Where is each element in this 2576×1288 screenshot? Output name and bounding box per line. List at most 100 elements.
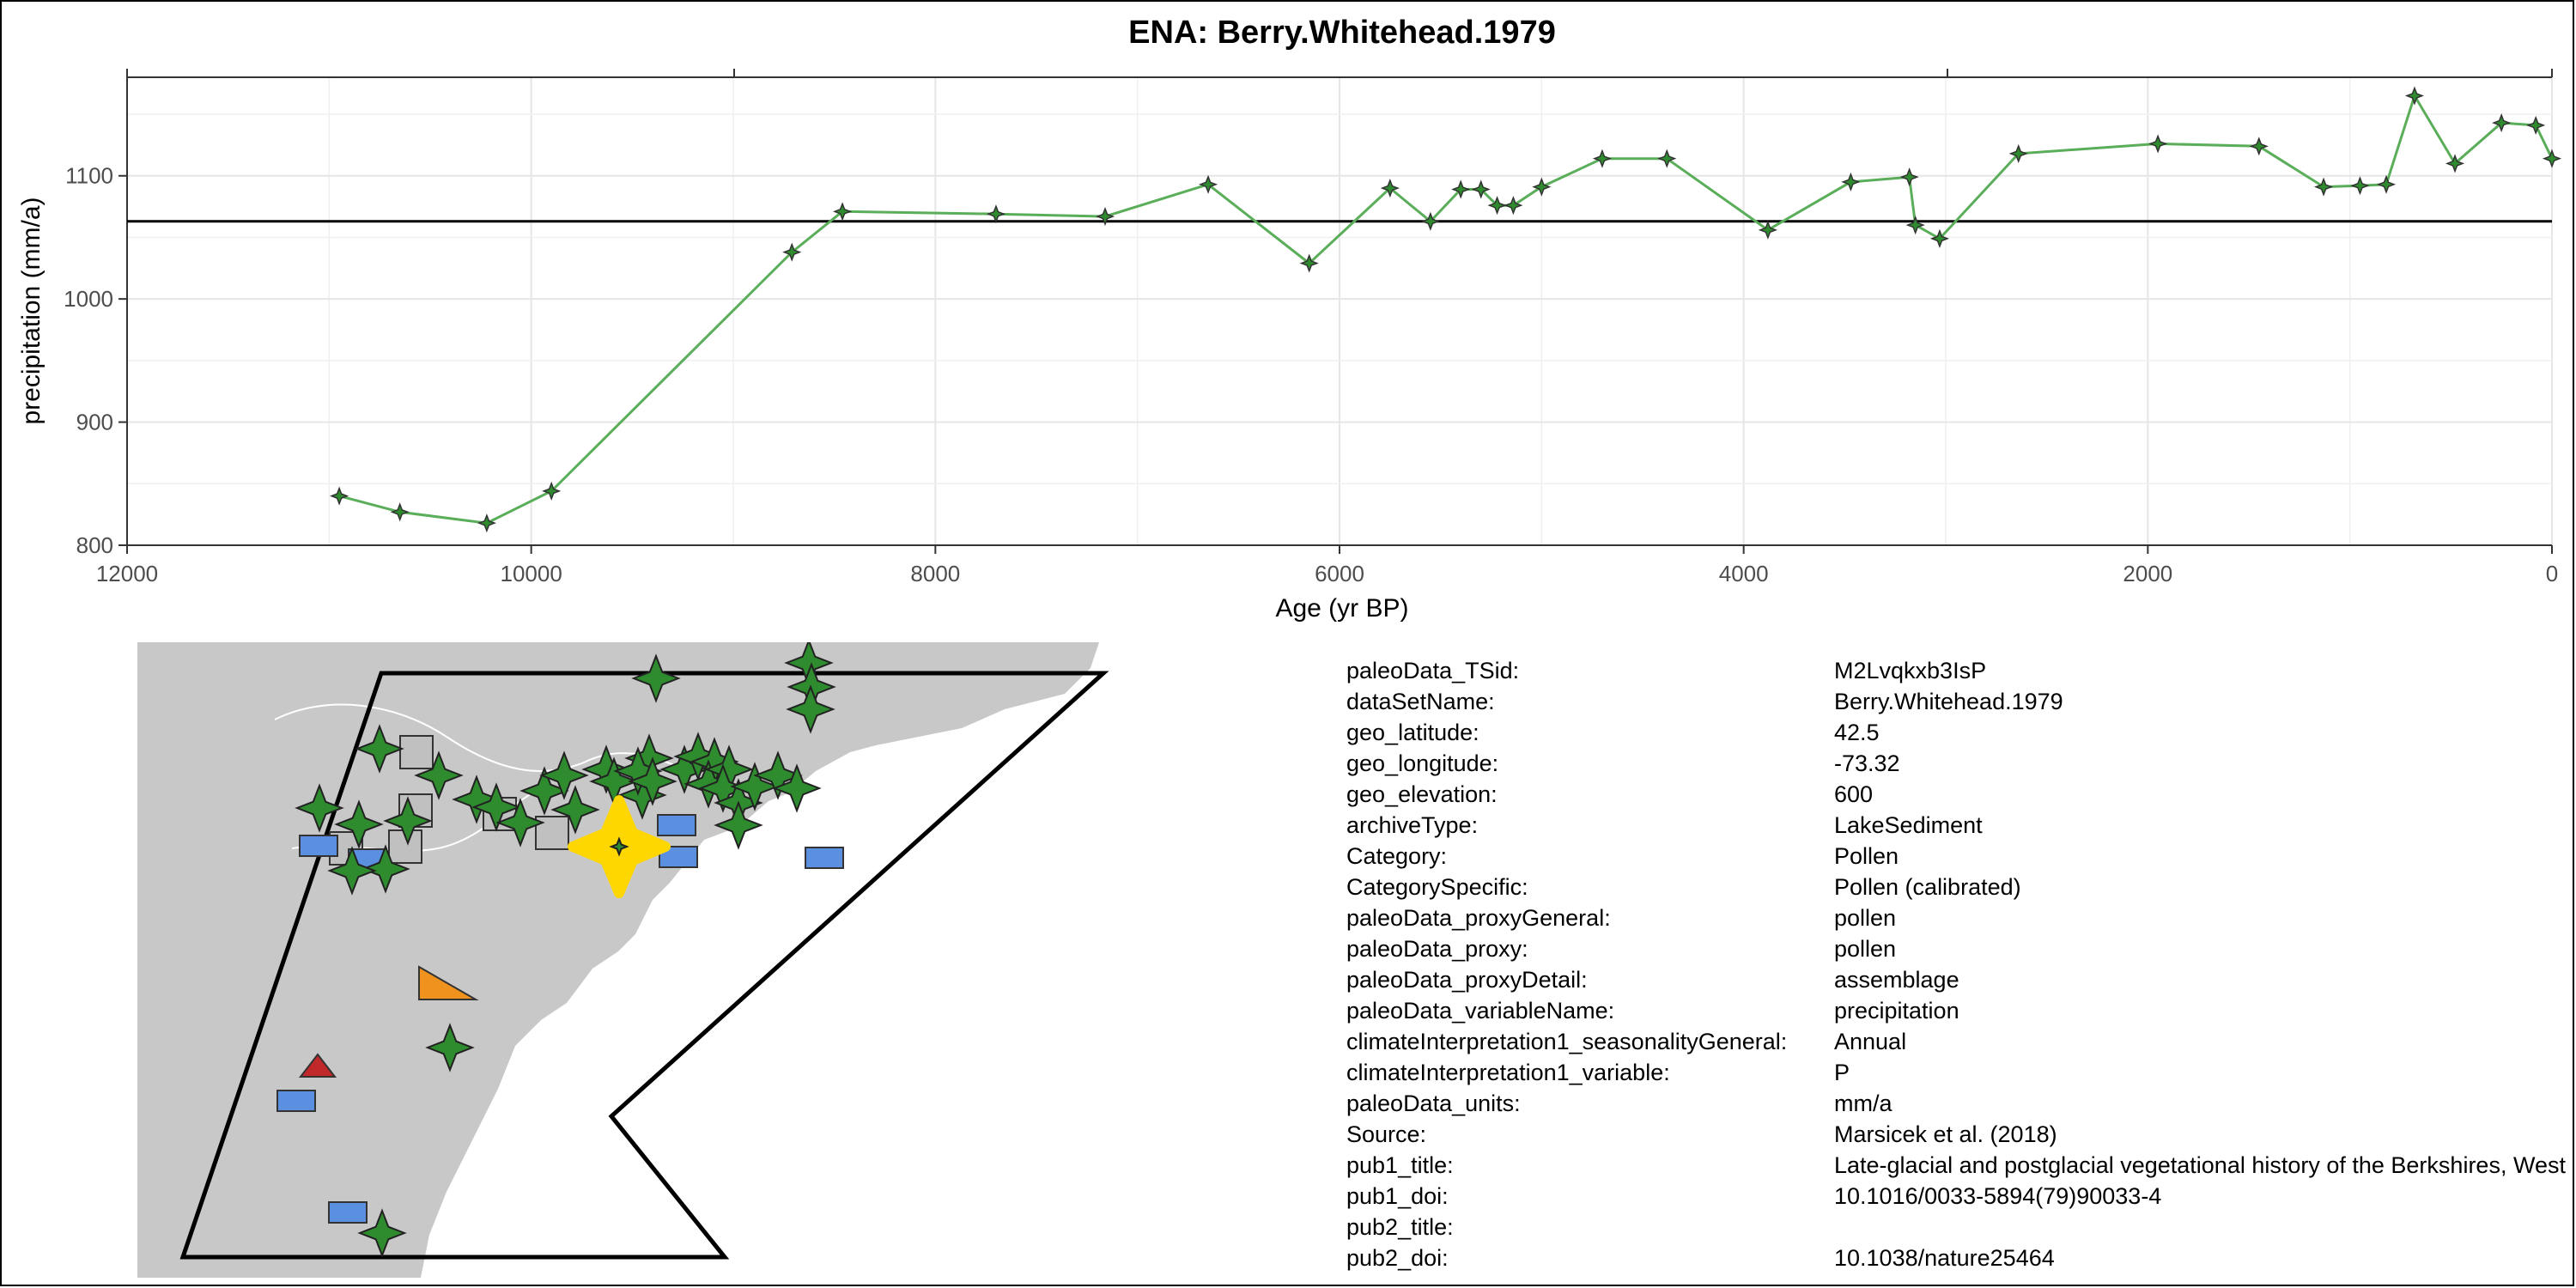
- data-point: [2008, 143, 2028, 164]
- series-line: [338, 92, 2554, 525]
- data-point: [1929, 228, 1950, 248]
- metadata-key: paleoData_proxyGeneral:: [1346, 905, 1611, 931]
- data-point: [1504, 196, 1523, 216]
- x-axis-label: Age (yr BP): [1275, 594, 1408, 623]
- data-point: [1905, 216, 1925, 235]
- map-marker-rect: [805, 847, 844, 869]
- map-marker-pollen: [753, 750, 803, 800]
- metadata-key: Source:: [1346, 1121, 1427, 1147]
- data-point: [986, 204, 1006, 224]
- metadata-key: dataSetName:: [1346, 689, 1495, 714]
- metadata-value: M2Lvqkxb3IsP: [1834, 658, 1987, 683]
- map-marker-pollen: [550, 785, 600, 835]
- y-tick-label: 900: [76, 410, 113, 435]
- map-marker-rect: [276, 1090, 316, 1112]
- data-point: [2148, 134, 2168, 154]
- map-marker-pollen: [581, 744, 631, 794]
- metadata-key: pub2_title:: [1346, 1214, 1454, 1240]
- data-point: [1841, 172, 1861, 191]
- y-tick-label: 800: [76, 532, 113, 558]
- map-marker-pollen: [495, 798, 545, 848]
- metadata-table: paleoData_TSid: M2Lvqkxb3IsP dataSetName: B…: [1346, 658, 2566, 1285]
- y-axis-label: precipitation (mm/a): [17, 197, 46, 424]
- metadata-value: precipitation: [1834, 998, 1959, 1024]
- metadata-value: pollen: [1834, 905, 1897, 931]
- data-point: [330, 486, 349, 506]
- map-marker-pollen: [471, 782, 521, 832]
- data-point: [1420, 211, 1440, 231]
- metadata-key: pub1_title:: [1346, 1152, 1454, 1178]
- map-marker-rect: [657, 814, 696, 836]
- metadata-key: paleoData_proxyDetail:: [1346, 967, 1588, 993]
- metadata-value: Late-glacial and postglacial vegetationa…: [1834, 1152, 2566, 1178]
- map-marker-pollen: [786, 684, 835, 734]
- map-marker-pollen: [327, 846, 377, 896]
- data-point: [1758, 220, 1777, 240]
- x-axis-ticks: 12000 10000 8000 6000 4000 2000 0: [96, 545, 2558, 586]
- metadata-value: 10.1038/nature25464: [1834, 1245, 2055, 1271]
- data-point: [390, 502, 410, 522]
- x-tick-label: 0: [2546, 561, 2558, 586]
- x-tick-label: 6000: [1315, 561, 1364, 586]
- data-point: [1095, 206, 1115, 227]
- data-point: [1592, 149, 1613, 168]
- map-marker-square: [399, 735, 434, 769]
- metadata-key: paleoData_units:: [1346, 1091, 1521, 1116]
- selected-site-center: [609, 836, 629, 857]
- metadata-value: Berry.Whitehead.1979: [1834, 689, 2063, 714]
- data-point: [1380, 178, 1400, 198]
- data-point: [1198, 174, 1218, 194]
- x-tick-label: 2000: [2123, 561, 2172, 586]
- map-marker-pollen: [295, 783, 344, 833]
- data-point: [2542, 149, 2562, 168]
- data-point: [1471, 179, 1491, 199]
- metadata-value: assemblage: [1834, 967, 1959, 993]
- data-point: [1899, 167, 1919, 187]
- metadata-key: pub2_doi:: [1346, 1245, 1449, 1271]
- metadata-value: P: [1834, 1060, 1850, 1085]
- metadata-key: climateInterpretation1_seasonalityGenera…: [1346, 1029, 1788, 1054]
- data-point: [2350, 176, 2370, 196]
- data-point: [2376, 174, 2397, 194]
- metadata-value: Annual: [1834, 1029, 1907, 1054]
- map-marker-pollen: [730, 762, 780, 811]
- data-point: [782, 242, 802, 262]
- map-marker-triangle-red: [298, 1053, 337, 1078]
- map-marker-pollen: [714, 800, 763, 850]
- map-marker-pollen: [452, 775, 501, 824]
- chart-title: ENA: Berry.Whitehead.1979: [1128, 15, 1556, 51]
- metadata-value: 600: [1834, 781, 1874, 807]
- map-marker-pollen: [631, 653, 681, 703]
- x-tick-label: 12000: [96, 561, 158, 586]
- y-axis-ticks: 800 900 1000 1100: [64, 163, 127, 558]
- data-point: [1657, 149, 1677, 168]
- data-point: [832, 202, 853, 222]
- data-point: [2249, 137, 2269, 156]
- metadata-key: climateInterpretation1_variable:: [1346, 1060, 1670, 1085]
- metadata-key: pub1_doi:: [1346, 1183, 1449, 1209]
- map-marker-pollen: [357, 1208, 407, 1258]
- map-marker-pollen: [361, 844, 410, 894]
- metadata-value: Pollen: [1834, 843, 1899, 869]
- metadata-value: 10.1016/0033-5894(79)90033-4: [1834, 1183, 2162, 1209]
- metadata-key: geo_elevation:: [1346, 781, 1498, 807]
- map-marker-pollen: [519, 766, 569, 816]
- map-markers: [276, 642, 844, 1258]
- metadata-value: -73.32: [1834, 750, 1900, 776]
- map-marker-rect: [328, 1201, 368, 1224]
- map-marker-rect: [299, 835, 338, 857]
- grid: [126, 77, 2553, 546]
- y-tick-label: 1100: [65, 163, 113, 189]
- data-point: [1532, 177, 1552, 197]
- metadata-key: archiveType:: [1346, 812, 1479, 838]
- x-tick-label: 10000: [501, 561, 562, 586]
- map-marker-pollen: [628, 756, 677, 806]
- data-point: [2404, 86, 2425, 106]
- map-marker-pollen: [539, 750, 589, 800]
- map-marker-pollen: [414, 750, 464, 800]
- metadata-key: paleoData_variableName:: [1346, 998, 1615, 1024]
- data-point: [2526, 115, 2546, 136]
- metadata-value: LakeSediment: [1834, 812, 1983, 838]
- metadata-key: Category:: [1346, 843, 1448, 869]
